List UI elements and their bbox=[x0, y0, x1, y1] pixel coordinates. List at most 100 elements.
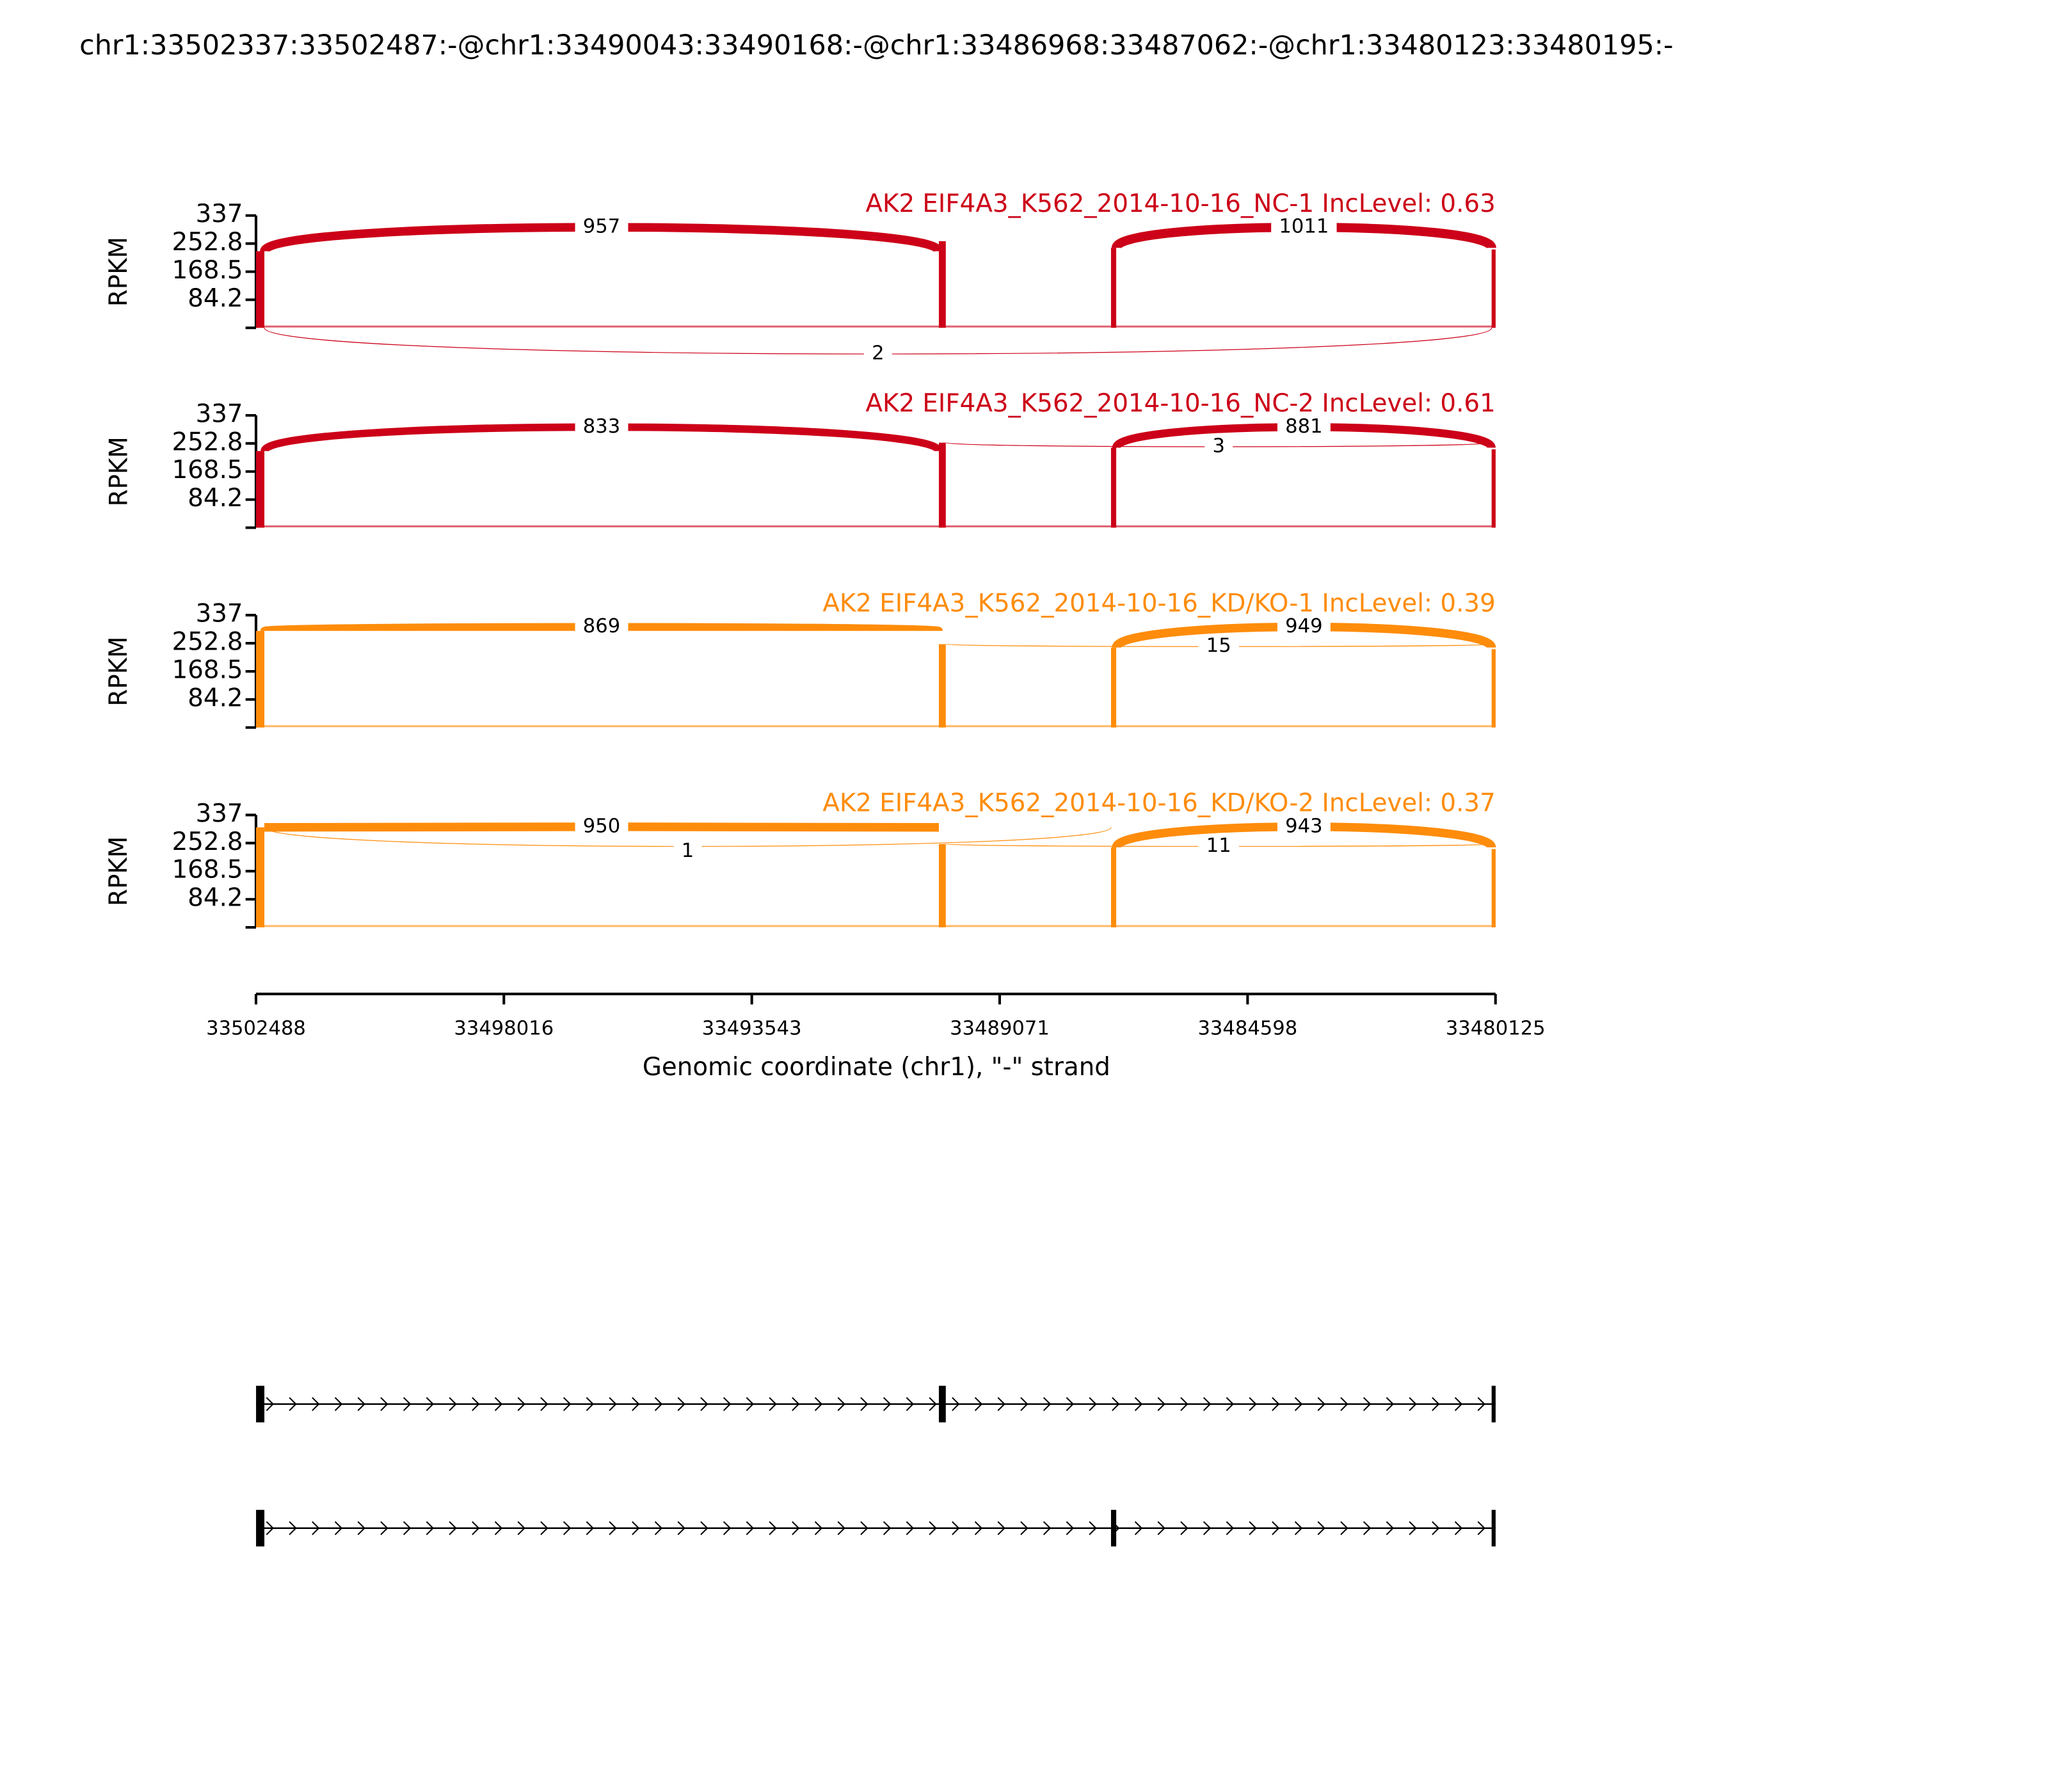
strand-arrow bbox=[266, 1396, 275, 1411]
junction-label-bg bbox=[575, 813, 628, 839]
coverage bbox=[256, 451, 265, 528]
junction-label-bg bbox=[1204, 433, 1233, 459]
exon bbox=[1491, 1510, 1496, 1547]
x-tick-label: 33480125 bbox=[1446, 1018, 1546, 1040]
strand-arrow bbox=[312, 1396, 320, 1411]
strand-arrow bbox=[883, 1521, 892, 1535]
x-tick-label: 33498016 bbox=[454, 1018, 554, 1040]
y-tick-label: 252.8 bbox=[172, 428, 243, 456]
strand-arrow bbox=[1294, 1396, 1303, 1411]
strand-arrow bbox=[814, 1396, 823, 1411]
strand-arrow bbox=[357, 1396, 365, 1411]
strand-arrow bbox=[723, 1396, 732, 1411]
coverage bbox=[256, 251, 265, 328]
junction: 881 bbox=[1112, 413, 1496, 450]
strand-arrow bbox=[1477, 1396, 1485, 1411]
x-tick-label: 33489071 bbox=[950, 1018, 1050, 1040]
strand-arrow bbox=[929, 1521, 937, 1535]
strand-arrow bbox=[1180, 1396, 1188, 1411]
strand-arrow bbox=[654, 1521, 663, 1535]
y-tick-label: 337 bbox=[196, 799, 243, 828]
strand-arrow bbox=[632, 1521, 640, 1535]
junction-label: 949 bbox=[1285, 615, 1322, 637]
junction: 957 bbox=[260, 214, 943, 253]
x-tick-label: 33493543 bbox=[702, 1018, 802, 1040]
strand-arrow bbox=[860, 1521, 868, 1535]
exon bbox=[256, 1386, 265, 1423]
coverage bbox=[938, 442, 946, 528]
junction-label: 833 bbox=[583, 415, 620, 438]
strand-arrow bbox=[380, 1521, 388, 1535]
strand-arrow bbox=[1043, 1396, 1052, 1411]
strand-arrow bbox=[426, 1396, 435, 1411]
strand-arrow bbox=[1454, 1396, 1463, 1411]
strand-arrow bbox=[494, 1521, 503, 1535]
strand-arrow bbox=[654, 1396, 663, 1411]
y-tick-label: 168.5 bbox=[172, 655, 243, 684]
strand-arrow bbox=[449, 1396, 457, 1411]
strand-arrow bbox=[1020, 1521, 1028, 1535]
strand-arrow bbox=[586, 1396, 595, 1411]
strand-arrow bbox=[952, 1521, 960, 1535]
strand-arrow bbox=[1386, 1396, 1395, 1411]
strand-arrow bbox=[929, 1396, 937, 1411]
strand-arrow bbox=[1363, 1521, 1372, 1535]
exon bbox=[256, 1510, 265, 1547]
strand-arrow bbox=[289, 1521, 297, 1535]
strand-arrow bbox=[723, 1521, 732, 1535]
strand-arrow bbox=[563, 1396, 572, 1411]
junction: 949 bbox=[1112, 614, 1496, 650]
y-tick-label: 252.8 bbox=[172, 628, 243, 657]
junction: 3 bbox=[945, 433, 1492, 459]
strand-arrow bbox=[1249, 1521, 1257, 1535]
strand-arrow bbox=[1112, 1396, 1120, 1411]
strand-arrow bbox=[1477, 1521, 1485, 1535]
coverage bbox=[938, 241, 946, 328]
strand-arrow bbox=[312, 1521, 320, 1535]
strand-arrow bbox=[860, 1396, 868, 1411]
strand-arrow bbox=[883, 1396, 892, 1411]
junction-label-bg bbox=[575, 214, 628, 239]
strand-arrow bbox=[1363, 1396, 1372, 1411]
strand-arrow bbox=[1317, 1521, 1325, 1535]
y-tick-label: 84.2 bbox=[188, 884, 243, 913]
coverage bbox=[1110, 847, 1117, 927]
junction: 15 bbox=[945, 633, 1492, 659]
y-tick-label: 252.8 bbox=[172, 828, 243, 856]
strand-arrow bbox=[1249, 1396, 1257, 1411]
coverage bbox=[256, 630, 265, 728]
strand-arrow bbox=[677, 1396, 685, 1411]
junction-label: 11 bbox=[1206, 835, 1231, 857]
strand-arrow bbox=[334, 1521, 343, 1535]
strand-arrow bbox=[289, 1396, 297, 1411]
coverage bbox=[1110, 447, 1117, 528]
strand-arrow bbox=[517, 1396, 525, 1411]
strand-arrow bbox=[700, 1521, 708, 1535]
junction-label: 869 bbox=[583, 615, 620, 637]
strand-arrow bbox=[906, 1521, 915, 1535]
strand-arrow bbox=[1272, 1396, 1280, 1411]
y-tick-label: 337 bbox=[196, 200, 243, 228]
junction: 869 bbox=[260, 614, 943, 639]
junction-label: 957 bbox=[583, 216, 620, 238]
junction: 1 bbox=[264, 827, 1112, 864]
strand-arrow bbox=[1203, 1396, 1212, 1411]
strand-arrow bbox=[1089, 1396, 1097, 1411]
junction: 833 bbox=[260, 413, 943, 453]
panel-label: AK2 EIF4A3_K562_2014-10-16_KD/KO-2 IncLe… bbox=[822, 789, 1495, 818]
y-axis-label: RPKM bbox=[104, 636, 133, 706]
strand-arrow bbox=[837, 1521, 845, 1535]
strand-arrow bbox=[974, 1521, 983, 1535]
junction-label: 881 bbox=[1285, 415, 1322, 438]
strand-arrow bbox=[563, 1521, 572, 1535]
strand-arrow bbox=[974, 1396, 983, 1411]
strand-arrow bbox=[814, 1521, 823, 1535]
junction: 943 bbox=[1112, 813, 1496, 850]
junction-label-bg bbox=[1277, 614, 1331, 639]
x-tick-label: 33484598 bbox=[1197, 1018, 1297, 1040]
y-tick-label: 168.5 bbox=[172, 856, 243, 884]
strand-arrow bbox=[609, 1521, 617, 1535]
coverage bbox=[1110, 647, 1117, 728]
y-tick-label: 337 bbox=[196, 399, 243, 428]
